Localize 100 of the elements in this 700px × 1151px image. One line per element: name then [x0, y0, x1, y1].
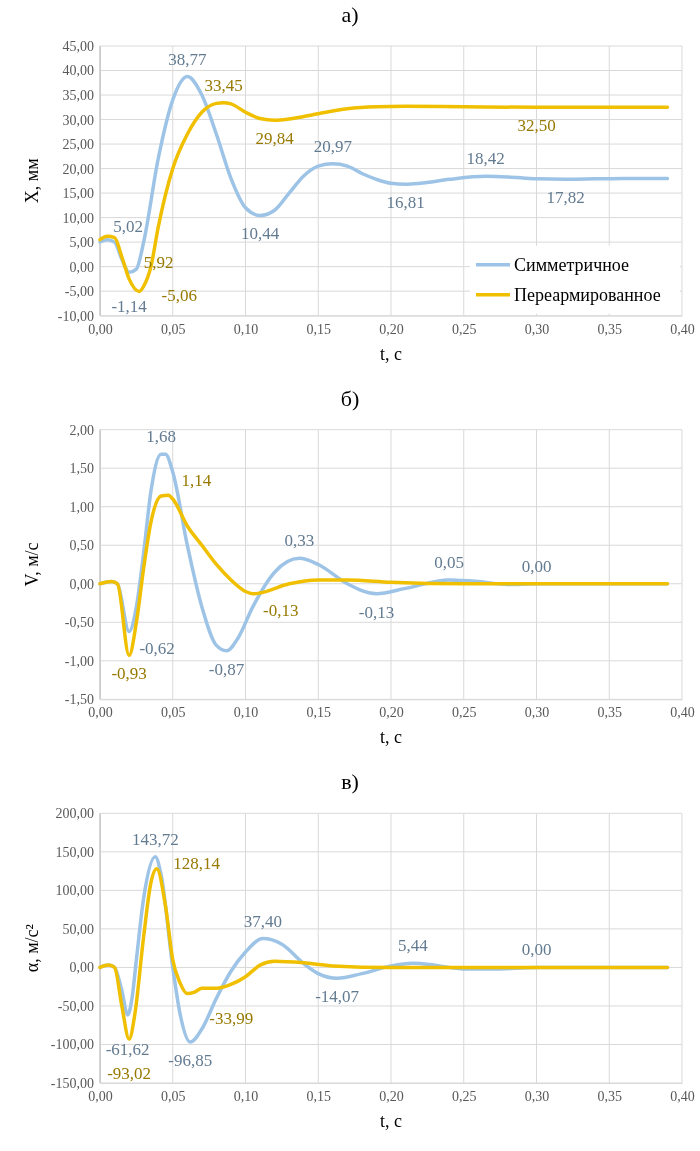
annotation: 0,33: [284, 531, 315, 551]
x-tick-label: 0,30: [524, 705, 550, 721]
annotation: 5,02: [113, 217, 143, 237]
x-tick-label: 0,40: [670, 321, 695, 337]
x-tick-label: 0,00: [88, 1088, 113, 1104]
y-tick-label: 1,50: [69, 461, 94, 477]
x-tick-label: 0,30: [524, 321, 550, 337]
x-tick-label: 0,10: [233, 321, 259, 337]
y-axis-title: α, м/с²: [22, 924, 42, 973]
annotation: 17,82: [546, 188, 585, 208]
annotation: -33,99: [209, 1008, 254, 1028]
y-tick-label: -50,00: [57, 998, 94, 1014]
x-tick-label: 0,20: [379, 1088, 404, 1104]
annotation: 37,40: [243, 911, 283, 931]
line-series: [98, 493, 670, 658]
x-tick-label: 0,25: [452, 705, 477, 721]
annotation: 29,84: [255, 129, 295, 149]
x-tick-label: 0,05: [161, 321, 186, 337]
y-tick-label: 35,00: [62, 88, 94, 104]
x-tick-label: 0,05: [161, 1088, 186, 1104]
y-tick-label: 0,50: [69, 538, 94, 554]
chart-title: а): [341, 2, 359, 27]
y-tick-label: 150,00: [55, 844, 94, 860]
annotation: 0,00: [521, 940, 552, 960]
x-tick-label: 0,15: [306, 705, 331, 721]
y-axis-title: X, мм: [22, 158, 42, 204]
y-tick-label: 0,00: [69, 259, 94, 275]
x-tick-label: 0,40: [670, 705, 695, 721]
annotation: 1,14: [181, 470, 212, 490]
y-tick-label: 1,00: [69, 499, 94, 515]
y-tick-label: 5,00: [69, 235, 94, 251]
x-tick-label: 0,35: [597, 705, 622, 721]
y-tick-label: 30,00: [62, 112, 94, 128]
annotation: 33,45: [204, 75, 243, 95]
y-tick-label: -1,00: [64, 653, 94, 669]
annotation: -5,06: [161, 286, 197, 306]
annotation: -0,93: [111, 664, 147, 684]
annotation: 38,77: [168, 49, 207, 69]
line-series: [98, 74, 670, 274]
legend-label: Переармированное: [514, 284, 661, 305]
x-axis-title: t, с: [380, 343, 402, 364]
y-axis-title: V, м/с: [22, 542, 42, 587]
x-tick-label: 0,10: [233, 1088, 259, 1104]
x-axis-title: t, с: [380, 727, 402, 748]
y-tick-label: 45,00: [62, 38, 94, 54]
x-tick-label: 0,00: [88, 705, 113, 721]
annotation: -0,13: [263, 600, 299, 620]
x-tick-label: 0,35: [597, 321, 622, 337]
y-tick-label: 200,00: [55, 806, 94, 822]
y-tick-label: 20,00: [62, 161, 94, 177]
annotation: -96,85: [168, 1051, 213, 1071]
y-tick-label: -5,00: [64, 284, 94, 300]
y-tick-label: 100,00: [55, 883, 94, 899]
y-tick-label: 15,00: [62, 186, 94, 202]
x-tick-label: 0,25: [452, 321, 477, 337]
annotation: 5,44: [397, 936, 429, 956]
annotation: 1,68: [146, 427, 176, 447]
y-tick-label: -0,50: [64, 615, 94, 631]
x-tick-label: 0,00: [88, 321, 113, 337]
y-tick-label: -100,00: [50, 1037, 94, 1053]
x-tick-label: 0,20: [379, 705, 404, 721]
x-tick-label: 0,30: [524, 1088, 550, 1104]
annotation: -14,07: [315, 987, 360, 1007]
annotation: -93,02: [107, 1064, 152, 1084]
annotation: -0,87: [208, 659, 245, 679]
annotation: -0,62: [139, 638, 175, 658]
y-tick-label: 50,00: [62, 921, 94, 937]
x-tick-label: 0,20: [379, 321, 404, 337]
annotation: 10,44: [240, 224, 280, 244]
annotation: 0,05: [434, 552, 465, 572]
x-tick-label: 0,10: [233, 705, 259, 721]
y-tick-label: 25,00: [62, 137, 94, 153]
y-tick-label: 2,00: [69, 422, 94, 438]
chart-title: б): [340, 385, 360, 411]
x-tick-label: 0,15: [306, 321, 331, 337]
y-tick-label: 10,00: [62, 210, 94, 226]
annotation: -61,62: [105, 1039, 150, 1059]
y-tick-label: 0,00: [69, 576, 94, 592]
y-tick-label: -150,00: [50, 1075, 94, 1091]
chart-title: в): [341, 769, 359, 795]
x-tick-label: 0,05: [161, 705, 186, 721]
annotation: 128,14: [173, 853, 221, 873]
x-tick-label: 0,15: [306, 1088, 331, 1104]
x-tick-label: 0,25: [452, 1088, 477, 1104]
annotation: 18,42: [466, 149, 505, 169]
annotation: -0,13: [358, 602, 395, 622]
annotation: -1,14: [111, 297, 148, 317]
y-tick-label: -1,50: [64, 692, 94, 708]
y-tick-label: 0,00: [69, 960, 94, 976]
annotation: 16,81: [386, 193, 425, 213]
x-tick-label: 0,40: [670, 1088, 695, 1104]
annotation: 0,00: [521, 556, 552, 576]
annotation: 20,97: [313, 136, 353, 156]
y-tick-label: -10,00: [57, 308, 94, 324]
y-tick-label: 40,00: [62, 63, 94, 79]
annotation: 32,50: [517, 116, 556, 136]
x-axis-title: t, с: [380, 1111, 402, 1131]
legend-label: Симметричное: [514, 254, 630, 275]
x-tick-label: 0,35: [597, 1088, 622, 1104]
annotation: 143,72: [131, 829, 179, 849]
